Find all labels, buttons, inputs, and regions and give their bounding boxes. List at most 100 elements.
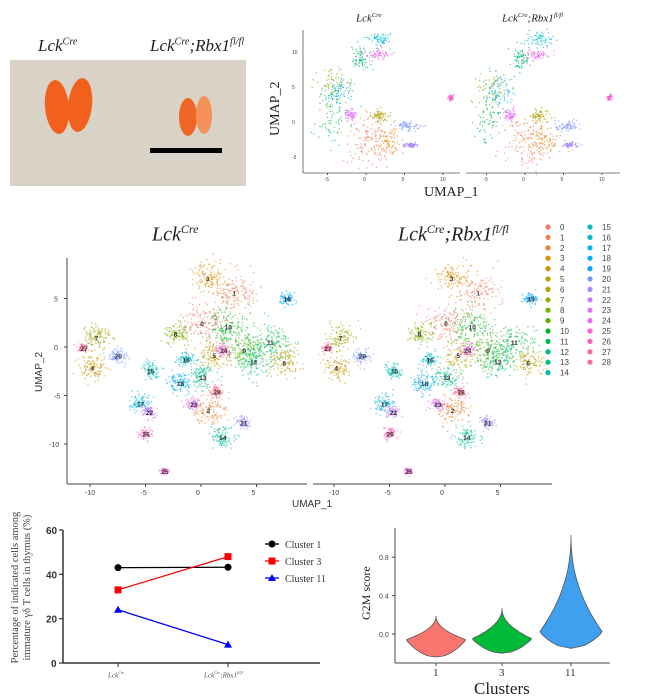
umap-point [90,336,92,338]
umap-point [219,337,222,339]
umap-point [403,145,405,148]
umap-point [170,346,172,348]
umap-point [198,303,201,306]
umap-point [203,325,206,327]
umap-point [97,356,99,359]
umap-point [479,90,481,92]
umap-point [197,406,200,409]
umap-point [275,346,278,349]
umap-point [382,147,384,150]
umap-point [205,369,208,372]
umap-point [84,326,87,329]
umap-point [342,80,344,82]
umap-point [244,288,247,291]
top-umap-title-left: LckCre [356,12,382,25]
umap-point [113,348,116,351]
umap-point [226,349,228,351]
umap-point [503,95,505,97]
umap-point [259,329,262,332]
umap-point [381,129,383,132]
umap-point [154,412,156,415]
umap-point [176,373,179,376]
umap-point [229,354,231,357]
umap-point [380,123,382,125]
umap-point [205,322,207,325]
umap-point [548,143,550,146]
umap-point [540,57,542,60]
umap-point [380,154,382,157]
umap-point [236,297,238,299]
umap-point [190,321,193,324]
umap-point [381,116,383,119]
umap-point [541,132,544,134]
umap-point [123,366,126,368]
umap-point [539,36,541,38]
umap-point [569,124,571,126]
umap-point [361,150,364,152]
umap-point [386,143,389,145]
umap-point [527,40,529,42]
umap-point [216,418,219,421]
umap-point [219,272,222,275]
umap-point [535,113,537,115]
umap-point [349,130,352,132]
umap-point [212,316,214,319]
umap-point [183,344,186,346]
umap-point [94,335,97,337]
umap-point [233,299,236,302]
umap-point [346,110,348,113]
umap-point [333,79,335,82]
umap-point [375,43,377,45]
umap-point [128,359,131,361]
umap-point [280,364,283,366]
umap-point [367,130,369,133]
umap-point [238,356,241,359]
umap-point [185,348,188,350]
umap-point [274,344,277,347]
umap-point [451,97,453,100]
umap-point [319,95,321,98]
umap-point [420,125,422,127]
umap-point [450,96,452,99]
umap-point [186,335,188,337]
umap-point [122,357,125,360]
umap-point [166,381,169,384]
umap-point [406,144,408,146]
umap-point [169,380,172,383]
umap-point [326,83,329,85]
umap-point [261,354,263,357]
umap-point [360,51,362,53]
umap-point [250,362,253,365]
umap-point [499,117,501,119]
umap-point [121,350,124,352]
umap-point [406,124,408,127]
umap-point [250,341,252,344]
umap-point [231,347,234,350]
umap-point [396,142,398,144]
umap-point [90,364,92,367]
umap-point [216,440,218,442]
umap-point [542,142,544,145]
umap-point [197,333,199,336]
umap-point [197,314,200,316]
umap-point [208,263,210,266]
umap-point [495,125,497,127]
umap-point [545,146,547,149]
umap-point [249,425,251,427]
umap-point [286,366,289,368]
umap-point [367,36,369,38]
umap-point [196,376,199,378]
top-umap-ytick: 5 [292,85,295,91]
umap-point [120,350,122,353]
umap-point [249,305,252,307]
umap-point [165,379,167,381]
umap-point [485,142,488,144]
umap-point [366,167,368,169]
umap-point [196,397,198,400]
umap-point [219,440,221,443]
umap-point [273,332,275,334]
umap-point [154,371,156,373]
umap-point [361,64,364,66]
umap-point [157,371,159,374]
umap-point [557,128,560,131]
